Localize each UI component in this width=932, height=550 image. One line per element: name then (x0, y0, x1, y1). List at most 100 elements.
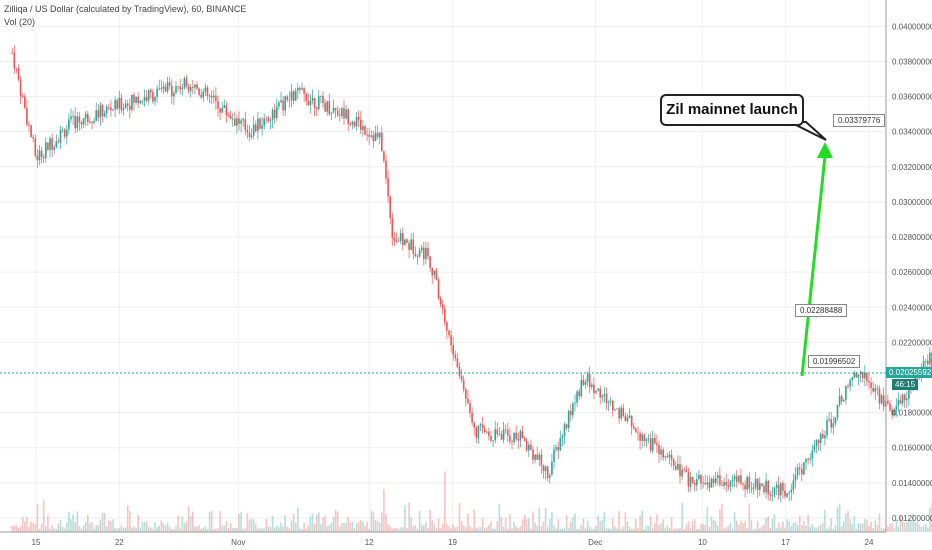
volume-bar (681, 502, 683, 532)
volume-bar (183, 523, 186, 532)
candle-body (773, 488, 776, 496)
volume-bar (221, 525, 223, 532)
candle-body (26, 107, 28, 125)
volume-bar (173, 528, 175, 532)
candle-body (410, 239, 412, 250)
volume-bar (822, 522, 824, 532)
volume-bar (847, 510, 849, 532)
candle-body (351, 121, 354, 125)
volume-bar (381, 512, 383, 532)
volume-bar (853, 516, 856, 532)
candle-body (790, 489, 793, 493)
volume-bar (626, 521, 629, 532)
volume-bar (864, 518, 866, 532)
volume-bar (519, 526, 522, 532)
volume-bar (252, 519, 255, 532)
volume-bar (38, 528, 41, 532)
price-tick-label: 0.01200000 (892, 514, 932, 523)
candle-body (414, 253, 417, 256)
candle-body (483, 428, 486, 433)
candle-body (276, 106, 278, 118)
candle-body (70, 116, 72, 120)
candle-body (118, 97, 121, 109)
volume-bar (668, 528, 671, 532)
candle-body (156, 88, 158, 97)
volume-bar (887, 526, 889, 532)
candle-body (878, 388, 881, 404)
volume-bar (727, 525, 730, 532)
volume-bar (891, 523, 893, 532)
volume-bar (570, 521, 572, 532)
candle-body (895, 405, 898, 410)
volume-bar (271, 515, 274, 532)
candle-body (137, 96, 139, 104)
volume-bar (805, 525, 807, 532)
candle-body (521, 431, 524, 439)
candle-body (305, 93, 307, 102)
volume-bar (414, 525, 417, 532)
volume-bar (601, 519, 604, 532)
candle-body (278, 102, 280, 107)
candle-body (477, 425, 480, 438)
candle-body (393, 238, 396, 241)
volume-bar (200, 528, 202, 532)
volume-bar (809, 527, 811, 532)
candle-body (538, 454, 541, 460)
volume-bar (830, 518, 832, 532)
candle-body (788, 492, 790, 494)
volume-bar (540, 525, 543, 532)
volume-bar (460, 520, 463, 532)
candle-body (318, 96, 320, 110)
candle-body (349, 123, 352, 125)
candle-body (68, 119, 70, 130)
volume-bar (229, 522, 232, 532)
volume-bar (370, 510, 373, 532)
price-tick-label: 0.03000000 (892, 198, 932, 207)
candle-body (851, 377, 853, 381)
volume-bar (469, 525, 471, 532)
volume-indicator-label[interactable]: Vol (20) (4, 17, 36, 27)
volume-bar (406, 528, 408, 532)
volume-bar (391, 528, 394, 532)
volume-bar (286, 526, 289, 532)
candle-body (378, 132, 381, 138)
candle-body (750, 489, 753, 490)
volume-bar (383, 489, 385, 532)
candle-body (906, 398, 908, 401)
volume-bar (103, 513, 106, 532)
volume-bar (217, 528, 219, 532)
candle-body (882, 395, 885, 407)
candle-body (322, 96, 324, 103)
candle-body (11, 52, 13, 54)
candle-body (61, 129, 64, 131)
volume-bar (328, 525, 331, 532)
volume-bar (145, 521, 148, 532)
volume-bar (792, 522, 795, 532)
volume-bar (840, 526, 843, 532)
volume-bar (777, 522, 780, 532)
candle-body (861, 371, 864, 379)
candle-body (55, 141, 58, 148)
mainnet-callout[interactable]: Zil mainnet launch (660, 94, 804, 126)
candle-body (511, 441, 513, 443)
volume-bar (315, 514, 318, 532)
candle-body (595, 390, 597, 393)
candle-body (738, 475, 740, 482)
candle-body (525, 440, 528, 451)
volume-bar (299, 528, 301, 532)
volume-bar (427, 527, 429, 532)
candle-body (469, 403, 471, 413)
volume-bar (204, 526, 207, 532)
volume-bar (244, 527, 247, 532)
volume-bar (719, 509, 721, 532)
candle-body (517, 439, 520, 441)
volume-bar (332, 516, 335, 532)
volume-bar (273, 527, 276, 532)
chart-title: Zilliqa / US Dollar (calculated by Tradi… (4, 4, 247, 14)
volume-bar (355, 523, 358, 532)
volume-bar (387, 523, 389, 532)
volume-bar (582, 518, 585, 532)
candle-body (792, 480, 795, 490)
volume-bar (637, 528, 639, 532)
